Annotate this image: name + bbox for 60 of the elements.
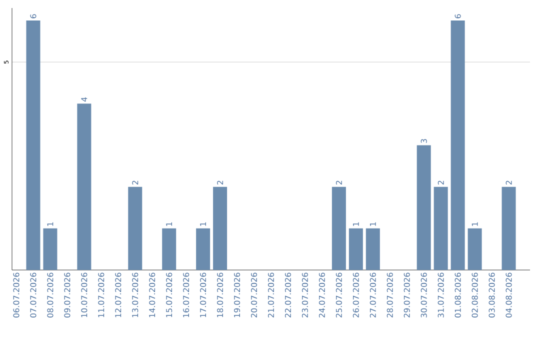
data-label: 2	[438, 180, 444, 185]
data-label: 6	[454, 14, 461, 18]
x-tick-label: 01.08.2026	[454, 272, 461, 318]
x-tick-label: 12.07.2026	[115, 272, 122, 318]
x-tick-label: 17.07.2026	[200, 272, 206, 318]
x-tick-label: 30.07.2026	[420, 272, 427, 318]
x-tick-label: 07.07.2026	[30, 272, 36, 318]
data-label: 1	[166, 222, 172, 226]
bar	[502, 186, 516, 270]
bar	[213, 186, 228, 270]
x-tick-label: 25.07.2026	[336, 272, 342, 318]
x-tick-label: 04.08.2026	[506, 272, 512, 318]
bar	[434, 186, 448, 270]
bar	[366, 228, 380, 270]
x-tick-label: 15.07.2026	[166, 272, 172, 318]
x-tick-label: 26.07.2026	[352, 272, 359, 318]
bar	[43, 228, 58, 270]
data-label: 4	[81, 97, 88, 102]
data-label: 1	[353, 222, 359, 226]
x-tick-label: 29.07.2026	[404, 272, 410, 318]
x-tick-label: 02.08.2026	[472, 272, 478, 318]
bar	[332, 186, 346, 270]
x-tick-label: 11.07.2026	[98, 272, 104, 318]
bar	[416, 145, 431, 270]
x-tick-label: 19.07.2026	[234, 272, 240, 318]
bar	[196, 228, 210, 270]
x-tick-label: 27.07.2026	[370, 272, 376, 318]
bar	[128, 186, 142, 270]
bar	[77, 104, 92, 270]
data-label: 2	[506, 180, 512, 185]
x-tick-label: 14.07.2026	[149, 272, 156, 318]
bar	[348, 228, 363, 270]
bar	[450, 20, 465, 270]
x-tick-label: 21.07.2026	[268, 272, 274, 318]
x-tick-label: 22.07.2026	[284, 272, 292, 318]
x-tick-label: 08.07.2026	[47, 272, 54, 318]
data-label: 2	[336, 180, 342, 185]
x-tick-label: 20.07.2026	[250, 272, 258, 318]
x-tick-label: 23.07.2026	[302, 272, 308, 318]
x-tick-label: 10.07.2026	[81, 272, 88, 318]
data-label: 1	[47, 222, 54, 226]
x-tick-label: 06.07.2026	[13, 272, 20, 318]
data-label: 2	[217, 180, 224, 185]
data-label: 2	[132, 180, 138, 185]
data-label: 1	[200, 222, 206, 226]
x-tick-label: 13.07.2026	[132, 272, 138, 318]
data-label: 6	[30, 14, 36, 18]
x-tick-label: 18.07.2026	[217, 272, 224, 318]
bar	[162, 228, 176, 270]
x-tick-label: 28.07.2026	[386, 272, 393, 318]
data-label: 1	[472, 222, 478, 226]
data-label: 1	[370, 222, 376, 226]
x-tick-label: 16.07.2026	[183, 272, 190, 318]
x-tick-label: 24.07.2026	[318, 272, 325, 318]
data-label: 3	[420, 139, 427, 143]
x-tick-label: 03.08.2026	[488, 272, 495, 318]
x-tick-label: 09.07.2026	[64, 272, 70, 318]
x-tick-label: 31.07.2026	[438, 272, 444, 318]
bar	[26, 20, 40, 270]
bar	[468, 228, 482, 270]
